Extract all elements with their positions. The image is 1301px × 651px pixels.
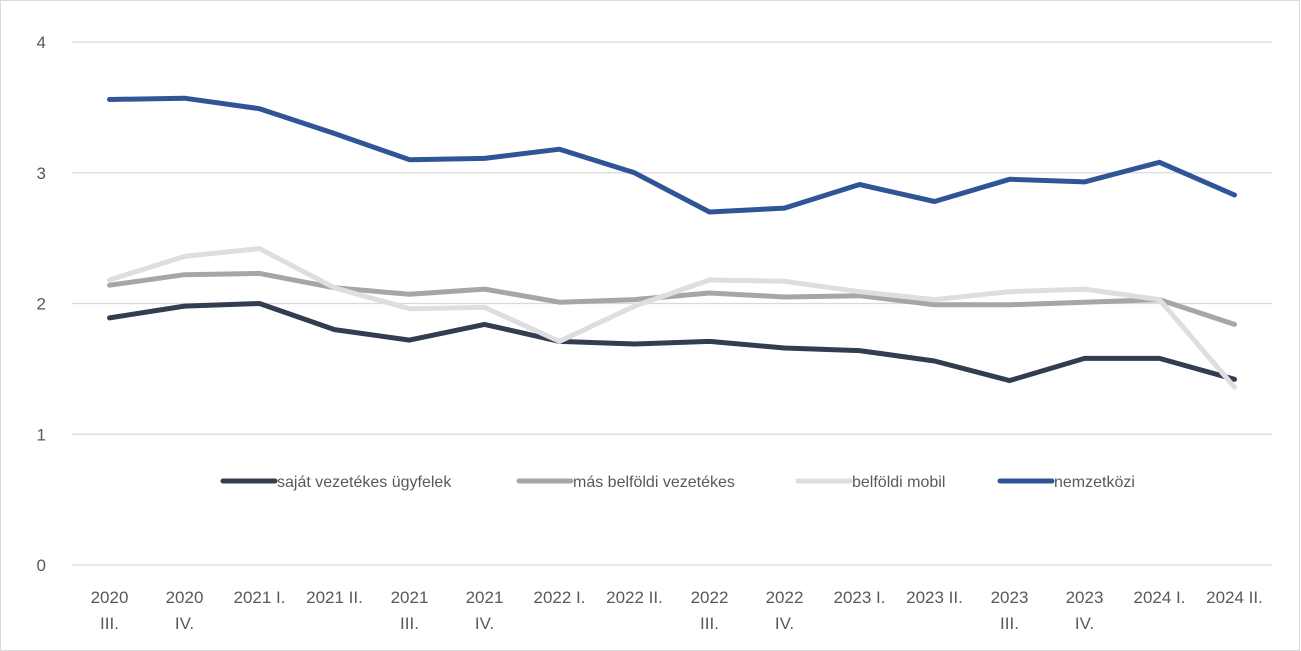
x-tick-label: 2022 II. [606,588,663,607]
x-tick-label: 2021 II. [306,588,363,607]
legend-label: saját vezetékes ügyfelek [277,474,452,491]
x-tick-label: 2023 I. [834,588,886,607]
x-tick-label: 2023 II. [906,588,963,607]
x-axis-tick-labels: 2020 III. 2020 IV. 2021 I. 2021 II. 2021 III. 20… [91,588,1263,633]
y-tick-label: 3 [37,164,46,183]
legend: saját vezetékes ügyfelek más belföldi vez… [220,474,1135,491]
y-tick-label: 0 [37,556,46,575]
x-tick-label: 2023 IV. [1066,588,1104,633]
x-tick-label: 2023 III. [991,588,1029,633]
x-tick-label: 2022 IV. [766,588,804,633]
series-line-1 [107,301,1237,384]
legend-label: más belföldi vezetékes [573,474,735,491]
x-tick-label: 2022 III. [691,588,729,633]
legend-label: belföldi mobil [852,474,945,491]
series-line-4 [107,95,1237,215]
x-tick-label: 2024 I. [1134,588,1186,607]
x-tick-label: 2021 III. [391,588,429,633]
x-tick-label: 2020 III. [91,588,129,633]
x-tick-label: 2021 I. [234,588,286,607]
y-tick-label: 4 [37,33,46,52]
x-tick-label: 2022 I. [534,588,586,607]
y-axis-tick-labels: 0 1 2 3 4 [37,33,46,575]
x-tick-label: 2020 IV. [166,588,204,633]
legend-label: nemzetközi [1054,474,1135,491]
x-tick-label: 2024 II. [1206,588,1263,607]
series-line-2 [107,270,1237,327]
y-tick-label: 2 [37,295,46,314]
series-lines [107,95,1237,390]
y-tick-label: 1 [37,425,46,444]
series-line-3 [107,246,1237,390]
x-tick-label: 2021 IV. [466,588,504,633]
